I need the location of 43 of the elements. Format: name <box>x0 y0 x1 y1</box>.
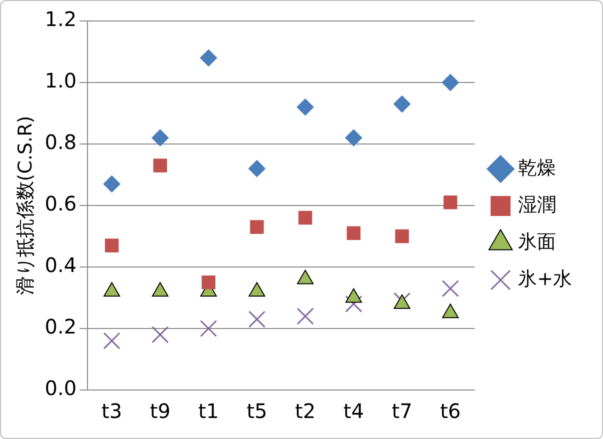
point <box>394 96 411 113</box>
y-tick-label: 1.2 <box>44 7 77 32</box>
point <box>345 295 362 312</box>
point <box>200 320 218 338</box>
point <box>104 238 119 252</box>
point <box>248 160 266 178</box>
point <box>296 308 314 325</box>
legend-label: 氷+水 <box>518 268 572 290</box>
y-tick-label: 0.0 <box>44 376 77 400</box>
x-tick-label: t9 <box>150 399 170 424</box>
point <box>442 74 459 91</box>
y-tick-label: 1.0 <box>44 68 77 93</box>
legend-label: 乾燥 <box>518 156 556 179</box>
y-tick-label: 0.6 <box>44 192 77 216</box>
point <box>152 129 169 146</box>
x-tick-label: t4 <box>343 399 364 424</box>
x-tick-label: t1 <box>198 399 219 424</box>
point <box>152 326 169 344</box>
point <box>250 220 264 234</box>
x-tick-label: t5 <box>246 399 268 424</box>
legend-label: 湿潤 <box>518 194 556 216</box>
legend-label: 氷面 <box>518 230 556 253</box>
point <box>442 280 459 298</box>
y-axis-title: 滑り抵抗係数(C.S.R) <box>14 116 36 296</box>
x-tick-label: t6 <box>440 399 461 424</box>
point <box>395 229 409 244</box>
point <box>444 196 458 210</box>
x-tick-label: t7 <box>392 399 412 424</box>
point <box>346 226 361 240</box>
point <box>248 310 266 328</box>
point <box>298 210 312 225</box>
point <box>345 129 362 146</box>
point <box>103 332 120 350</box>
point <box>202 276 216 290</box>
point <box>153 158 168 172</box>
point <box>103 175 120 192</box>
x-tick-label: t3 <box>102 399 122 424</box>
x-tick-label: t2 <box>294 399 316 424</box>
y-tick-label: 0.2 <box>44 314 77 339</box>
y-tick-label: 0.4 <box>44 253 77 278</box>
point <box>296 98 314 116</box>
point <box>200 49 218 66</box>
y-tick-label: 0.8 <box>44 130 77 154</box>
